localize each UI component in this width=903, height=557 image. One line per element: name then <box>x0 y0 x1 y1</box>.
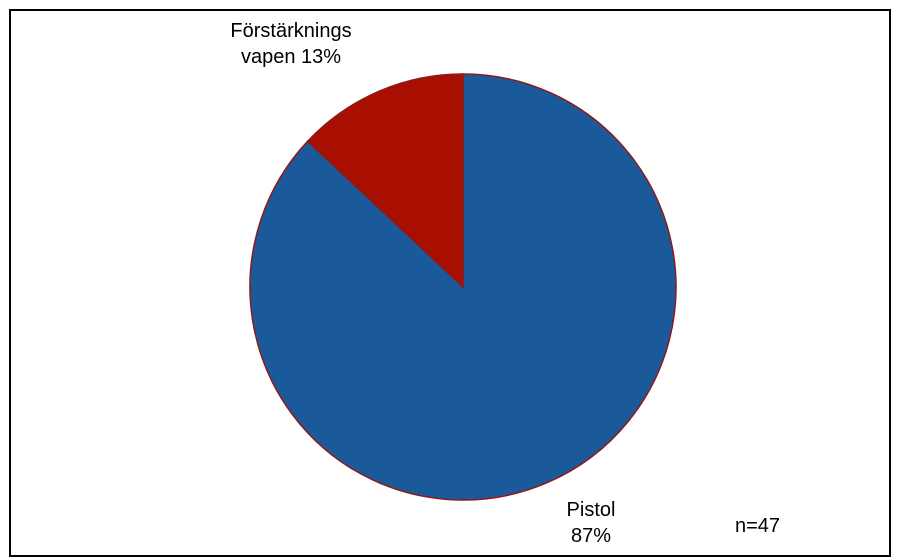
slice-label-pistol-line2: 87% <box>570 525 612 547</box>
slice-label-forstarkningsvapen-line1: Förstärknings <box>230 20 352 42</box>
slice-label-pistol-line1: Pistol <box>566 499 616 521</box>
sample-size-note: n=47 <box>735 515 781 537</box>
slice-label-forstarkningsvapen-line2: vapen 13% <box>240 46 342 68</box>
pie-slice-f-rst-rknings-vapen <box>306 73 464 289</box>
slice-label-pistol: Pistol 87% <box>536 497 646 549</box>
pie-slices <box>249 73 677 501</box>
slice-label-forstarkningsvapen: Förstärknings vapen 13% <box>196 18 386 70</box>
